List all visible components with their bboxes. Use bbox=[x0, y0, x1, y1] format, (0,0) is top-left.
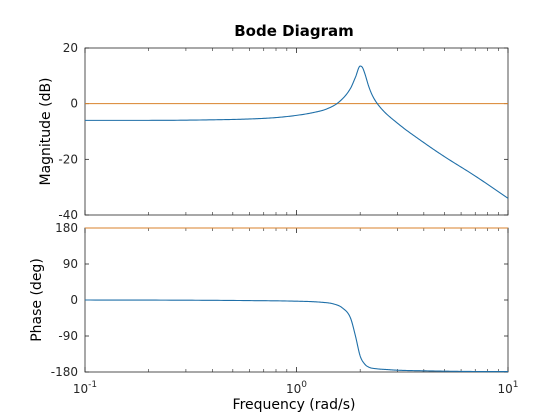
x-tick-label-base: 10 bbox=[73, 382, 88, 396]
x-axis-label: Frequency (rad/s) bbox=[233, 397, 356, 413]
magnitude-response-line bbox=[85, 65, 509, 199]
phase-y-tick-label: 90 bbox=[63, 257, 78, 271]
bode-panels: 20 0 -20 -40 Magnitude (dB) 180 90 0 -90 -180 Phas… bbox=[29, 41, 519, 396]
magnitude-panel: 20 0 -20 -40 Magnitude (dB) bbox=[38, 41, 509, 222]
x-tick-label-base: 10 bbox=[497, 382, 512, 396]
phase-y-tick-label: -90 bbox=[58, 329, 78, 343]
phase-y-axis-label: Phase (deg) bbox=[29, 258, 45, 342]
magnitude-y-tick-label: -20 bbox=[58, 152, 78, 166]
x-tick-label-base: 10 bbox=[286, 382, 301, 396]
phase-y-tick-label: -180 bbox=[51, 365, 78, 379]
magnitude-y-tick-label: -40 bbox=[58, 208, 78, 222]
phase-y-tick-label: 180 bbox=[55, 221, 78, 235]
chart-title: Bode Diagram bbox=[234, 22, 353, 40]
phase-response-line bbox=[84, 299, 509, 373]
x-tick-label: 100 bbox=[286, 380, 307, 396]
magnitude-y-tick-label: 20 bbox=[63, 41, 78, 55]
x-tick-label: 101 bbox=[497, 380, 518, 396]
x-tick-label: 10-1 bbox=[73, 380, 97, 396]
x-tick-label-exponent: 1 bbox=[513, 380, 519, 390]
magnitude-axes-frame bbox=[84, 47, 509, 216]
x-tick-label-exponent: -1 bbox=[88, 380, 97, 390]
phase-y-tick-label: 0 bbox=[70, 293, 78, 307]
magnitude-y-tick-label: 0 bbox=[70, 97, 78, 111]
x-tick-labels: 10-1 100 101 bbox=[73, 380, 519, 396]
magnitude-y-axis-label: Magnitude (dB) bbox=[38, 77, 54, 185]
phase-panel: 180 90 0 -90 -180 Phase (deg) bbox=[29, 221, 509, 379]
x-tick-label-exponent: 0 bbox=[301, 380, 307, 390]
